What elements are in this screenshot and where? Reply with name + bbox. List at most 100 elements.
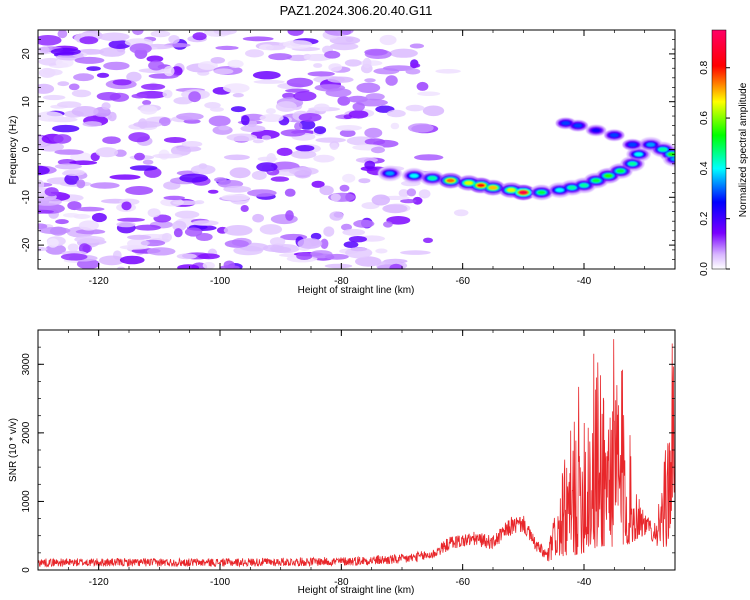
y-tick-label: 0 bbox=[21, 567, 32, 573]
noise-blob bbox=[188, 91, 201, 103]
snr-y-label: SNR (10 * v/v) bbox=[8, 418, 19, 482]
noise-blob bbox=[38, 246, 48, 252]
snr-frame bbox=[37, 329, 676, 571]
ridge-point bbox=[634, 152, 643, 157]
noise-blob bbox=[63, 169, 85, 177]
noise-blob bbox=[324, 263, 353, 269]
x-tick-label: -40 bbox=[577, 276, 592, 287]
noise-blob bbox=[121, 201, 132, 211]
x-tick-label: -60 bbox=[455, 276, 470, 287]
noise-blob bbox=[435, 69, 461, 74]
noise-blob bbox=[68, 83, 80, 91]
noise-blob bbox=[163, 195, 185, 200]
noise-blob bbox=[320, 238, 329, 249]
noise-blob bbox=[179, 173, 209, 183]
noise-blob bbox=[98, 32, 130, 42]
noise-blob bbox=[252, 71, 281, 80]
noise-blob bbox=[310, 232, 322, 240]
y-tick-label: 20 bbox=[21, 48, 32, 60]
noise-blob bbox=[265, 108, 276, 115]
noise-blob bbox=[184, 227, 203, 237]
noise-blob bbox=[98, 47, 126, 57]
noise-blobs bbox=[38, 30, 469, 269]
noise-blob bbox=[91, 212, 107, 223]
ridge-point bbox=[428, 176, 437, 180]
noise-blob bbox=[414, 154, 444, 161]
noise-blob bbox=[329, 42, 359, 51]
noise-blob bbox=[422, 105, 445, 117]
noise-blob bbox=[341, 223, 352, 231]
noise-blob bbox=[176, 253, 197, 260]
noise-blob bbox=[251, 170, 267, 180]
noise-blob bbox=[176, 112, 204, 121]
ridge-point bbox=[592, 128, 601, 133]
ridge-point bbox=[567, 185, 576, 190]
noise-blob bbox=[49, 226, 67, 236]
spectrogram-x-ticks: -120 -100 -80 -60 -40 bbox=[37, 30, 676, 287]
noise-blob bbox=[261, 135, 272, 141]
noise-blob bbox=[270, 176, 290, 182]
noise-blob bbox=[162, 89, 173, 99]
y-tick-label: 3000 bbox=[21, 353, 32, 376]
noise-blob bbox=[134, 224, 161, 231]
noise-blob bbox=[390, 122, 400, 130]
ridge-point bbox=[385, 171, 394, 176]
spectrogram-x-label: Height of straight line (km) bbox=[298, 285, 415, 296]
noise-blob bbox=[95, 147, 119, 158]
snr-x-label: Height of straight line (km) bbox=[298, 585, 415, 596]
noise-blob bbox=[250, 129, 280, 140]
noise-blob bbox=[142, 159, 154, 165]
spectrogram-y-label: Frequency (Hz) bbox=[8, 116, 19, 185]
spectrogram-marks bbox=[38, 30, 675, 269]
noise-blob bbox=[52, 124, 80, 133]
ridge-point bbox=[592, 178, 601, 183]
noise-blob bbox=[375, 248, 388, 254]
noise-blob bbox=[259, 224, 283, 235]
noise-blob bbox=[74, 56, 105, 64]
noise-blob bbox=[192, 32, 207, 41]
noise-blob bbox=[382, 204, 408, 214]
noise-blob bbox=[67, 243, 79, 252]
ridge-point bbox=[446, 178, 455, 183]
noise-blob bbox=[252, 139, 264, 144]
noise-blob bbox=[215, 45, 239, 51]
snr-series-line bbox=[38, 339, 675, 568]
ridge-point bbox=[410, 174, 419, 178]
noise-blob bbox=[328, 63, 343, 72]
noise-blob bbox=[214, 177, 227, 183]
noise-blob bbox=[50, 47, 81, 56]
ridge-point bbox=[604, 174, 613, 178]
noise-blob bbox=[423, 237, 433, 243]
noise-blob bbox=[213, 68, 234, 75]
noise-blob bbox=[416, 81, 429, 91]
noise-blob bbox=[293, 91, 317, 102]
noise-blob bbox=[127, 238, 148, 249]
noise-blob bbox=[371, 146, 385, 154]
noise-blob bbox=[224, 239, 249, 248]
noise-blob bbox=[223, 154, 250, 161]
noise-blob bbox=[181, 141, 203, 148]
noise-blob bbox=[172, 220, 187, 232]
noise-blob bbox=[142, 100, 152, 106]
noise-blob bbox=[315, 137, 347, 143]
noise-blob bbox=[227, 59, 244, 68]
noise-blob bbox=[324, 50, 341, 59]
y-tick-label: 0 bbox=[21, 146, 32, 152]
noise-blob bbox=[386, 216, 411, 225]
ridge-point bbox=[616, 169, 625, 173]
noise-blob bbox=[245, 49, 264, 58]
noise-blob bbox=[405, 68, 421, 75]
ridge-point bbox=[671, 157, 675, 161]
noise-blob bbox=[240, 205, 249, 212]
ridge-point bbox=[464, 181, 473, 185]
noise-blob bbox=[221, 194, 250, 201]
noise-blob bbox=[140, 240, 150, 246]
figure-title: PAZ1.2024.306.20.40.G11 bbox=[280, 3, 433, 18]
colorbar-tick-label: 0.6 bbox=[699, 111, 710, 125]
noise-blob bbox=[38, 198, 62, 206]
noise-blob bbox=[128, 132, 150, 143]
noise-blob bbox=[270, 246, 292, 253]
noise-blob bbox=[57, 81, 70, 87]
noise-blob bbox=[129, 43, 152, 54]
